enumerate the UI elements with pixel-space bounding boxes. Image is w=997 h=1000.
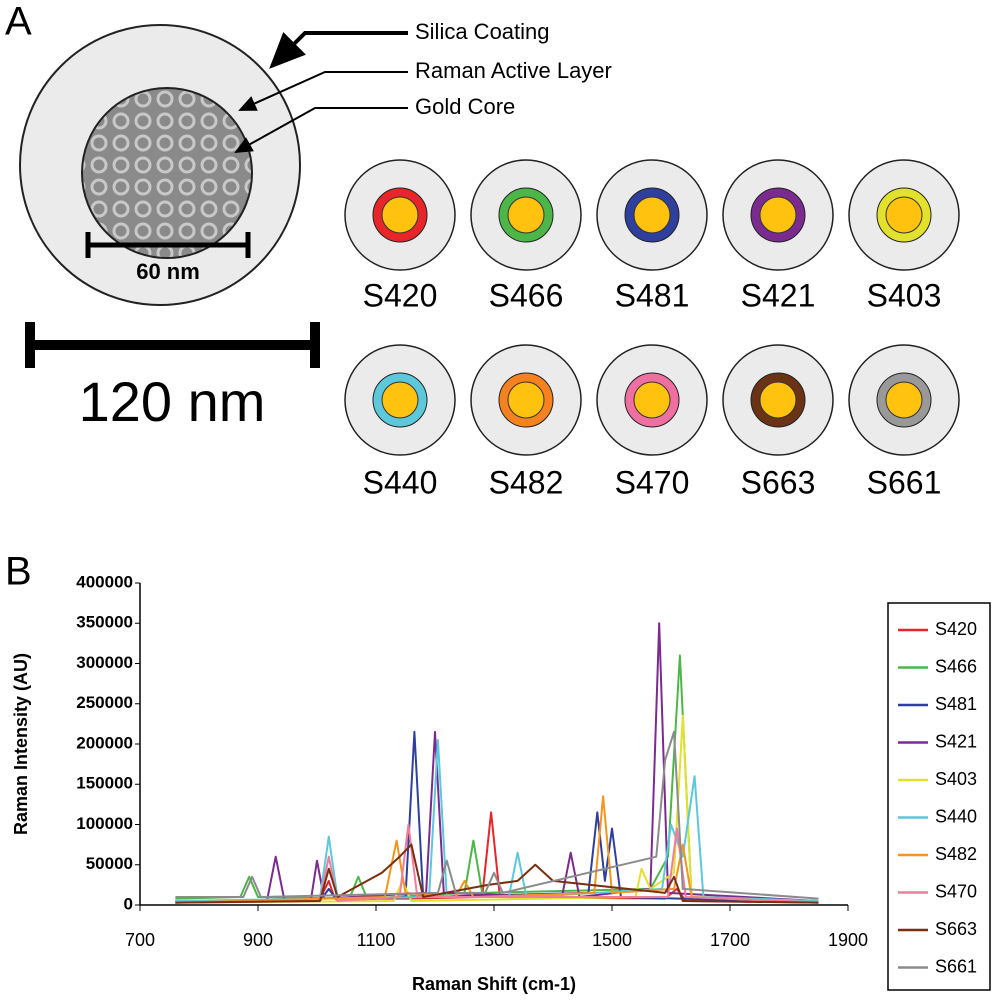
series-line: [175, 739, 819, 902]
particle-core: [507, 196, 545, 234]
particle-label: S420: [363, 277, 438, 313]
gold-core: [81, 87, 253, 259]
callout: Silica Coating: [415, 19, 550, 44]
legend-label: S440: [935, 806, 977, 826]
particles: S420 S466 S481 S421 S403 S440 S482 S470 S663 S661: [344, 159, 960, 500]
callout: Raman Active Layer: [415, 58, 612, 83]
legend-label: S420: [935, 619, 977, 639]
particle-core: [885, 196, 923, 234]
panel-label: A: [5, 0, 32, 44]
particle-core: [633, 381, 671, 419]
legend-label: S482: [935, 844, 977, 864]
x-tick-label: 1100: [357, 930, 396, 950]
particle-core: [381, 196, 419, 234]
series-line: [175, 622, 819, 904]
legend-label: S481: [935, 694, 977, 714]
y-tick-label: 100000: [76, 814, 133, 833]
particle-core: [885, 381, 923, 419]
x-axis-title: Raman Shift (cm-1): [412, 974, 576, 994]
particle-core: [759, 381, 797, 419]
y-tick-label: 300000: [76, 653, 133, 672]
particle-label: S440: [363, 464, 438, 500]
scale-bar-label: 120 nm: [79, 370, 266, 433]
y-tick-label: 200000: [76, 733, 133, 752]
particle-label: S466: [489, 277, 564, 313]
particle-core: [633, 196, 671, 234]
particle-core: [507, 381, 545, 419]
legend-label: S403: [935, 769, 977, 789]
x-tick-label: 900: [243, 930, 273, 950]
particle-label: S661: [867, 464, 942, 500]
particle-label: S421: [741, 277, 816, 313]
arrow: [234, 107, 408, 153]
legend-label: S470: [935, 881, 977, 901]
series-line: [175, 654, 819, 902]
series-line: [175, 730, 819, 900]
scale-bar: [25, 322, 320, 368]
chart: B 0 50000 100000 150000 200000 250000 300000 350…: [5, 550, 991, 994]
y-tick-label: 0: [124, 894, 133, 913]
y-tick-label: 400000: [76, 572, 133, 591]
panel-label: B: [5, 550, 32, 594]
series-line: [175, 795, 819, 904]
x-tick-label: 700: [125, 930, 155, 950]
x-tick-label: 1500: [592, 930, 632, 950]
y-tick-label: 50000: [86, 854, 133, 873]
legend-label: S663: [935, 919, 977, 939]
core-scale-label: 60 nm: [136, 259, 200, 284]
series-line: [175, 811, 819, 904]
particle-label: S403: [867, 277, 942, 313]
arrow: [269, 31, 408, 69]
callout: Gold Core: [415, 94, 515, 119]
core-scale-bar: [85, 232, 251, 258]
particle-core: [381, 381, 419, 419]
legend-label: S466: [935, 656, 977, 676]
arrow: [238, 71, 408, 111]
y-axis-title: Raman Intensity (AU): [11, 653, 31, 835]
particle-label: S470: [615, 464, 690, 500]
particle-label: S663: [741, 464, 816, 500]
particle-label: S482: [489, 464, 564, 500]
series-line: [175, 714, 819, 904]
x-tick-label: 1700: [710, 930, 750, 950]
legend-label: S661: [935, 956, 977, 976]
legend-label: S421: [935, 731, 977, 751]
particle-label: S481: [615, 277, 690, 313]
y-tick-label: 350000: [76, 613, 133, 632]
particle-core: [759, 196, 797, 234]
x-tick-label: 1900: [828, 930, 868, 950]
x-tick-label: 1300: [474, 930, 514, 950]
y-tick-label: 250000: [76, 693, 133, 712]
y-tick-label: 150000: [76, 774, 133, 793]
